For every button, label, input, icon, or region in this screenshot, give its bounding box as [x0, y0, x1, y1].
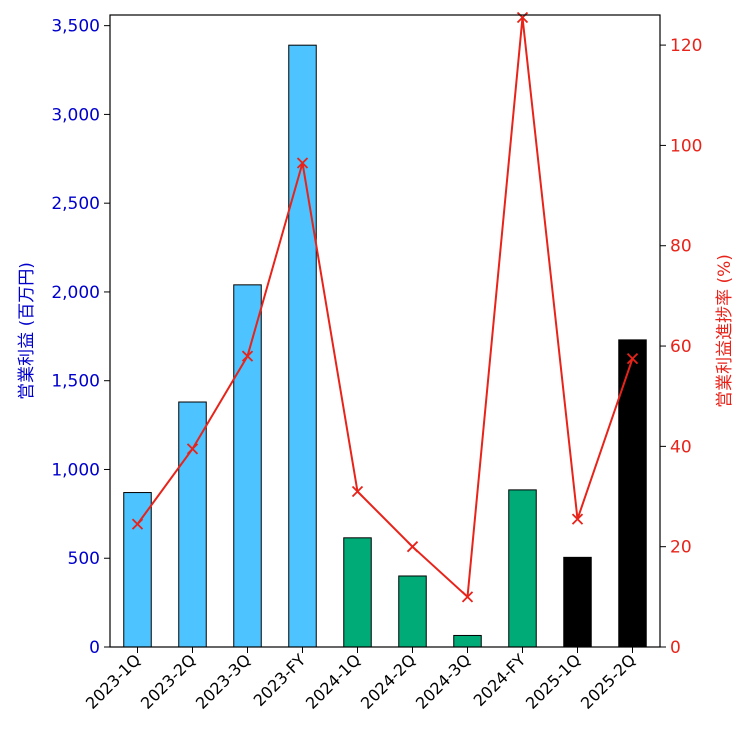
progress-marker-2025-1Q	[571, 513, 584, 525]
bar-2024-2Q	[398, 575, 427, 648]
x-tick-label: 2023-3Q	[192, 650, 254, 712]
left-tick-label: 2,500	[51, 194, 100, 214]
bar-2023-2Q	[178, 401, 207, 648]
right-axis-label: 営業利益進捗率 (%)	[715, 254, 735, 408]
right-axis-ticks: 0 20 40 60 80 100 120	[660, 36, 702, 658]
bar-2025-2Q	[618, 339, 647, 648]
progress-line	[136, 17, 634, 599]
progress-marker-2023-3Q	[241, 350, 254, 362]
bar-2023-3Q	[233, 284, 262, 648]
progress-marker-2024-FY	[516, 11, 529, 24]
right-tick-label: 40	[670, 437, 692, 457]
bars-group	[123, 44, 647, 648]
progress-line-group	[131, 11, 639, 603]
right-tick-label: 100	[670, 136, 702, 156]
bar-2025-1Q	[563, 556, 592, 648]
x-tick-label: 2023-1Q	[82, 650, 144, 712]
right-tick-label: 20	[670, 538, 692, 558]
bar-2023-1Q	[123, 492, 152, 648]
left-axis-ticks: 0 500 1,000 1,500 2,000 2,500 3,000 3,500	[51, 17, 110, 658]
bar-2023-FY	[288, 44, 317, 648]
bar-2024-1Q	[343, 537, 372, 648]
x-tick-label: 2025-1Q	[522, 650, 584, 712]
left-tick-label: 3,500	[51, 17, 100, 37]
x-tick-label: 2024-1Q	[302, 650, 364, 712]
right-tick-label: 120	[670, 36, 702, 56]
right-tick-label: 80	[670, 237, 692, 257]
left-tick-label: 1,500	[51, 372, 100, 392]
right-tick-label: 0	[670, 638, 681, 658]
progress-marker-2023-1Q	[131, 518, 144, 530]
progress-marker-2025-2Q	[626, 352, 639, 365]
bar-2024-3Q	[453, 634, 482, 648]
left-tick-label: 2,000	[51, 283, 100, 303]
x-tick-label: 2024-3Q	[412, 650, 474, 712]
right-tick-label: 60	[670, 337, 692, 357]
left-tick-label: 500	[68, 549, 100, 569]
left-tick-label: 0	[89, 638, 100, 658]
left-tick-label: 1,000	[51, 460, 100, 480]
left-tick-label: 3,000	[51, 105, 100, 125]
x-tick-label: 2024-FY	[470, 650, 530, 710]
progress-marker-2024-3Q	[461, 591, 474, 603]
bar-2024-FY	[508, 489, 537, 648]
plot-frame	[109, 14, 661, 648]
progress-marker-2023-2Q	[186, 443, 199, 455]
progress-marker-2024-2Q	[406, 541, 419, 553]
x-tick-label: 2023-FY	[250, 650, 310, 710]
progress-marker-2024-1Q	[351, 485, 364, 498]
progress-marker-2023-FY	[296, 157, 309, 169]
x-tick-label: 2024-2Q	[357, 650, 419, 712]
x-tick-label: 2023-2Q	[137, 650, 199, 712]
x-tick-label: 2025-2Q	[577, 650, 639, 712]
x-axis-ticks: 2023-1Q2023-2Q2023-3Q2023-FY2024-1Q2024-…	[82, 647, 639, 713]
left-axis-label: 営業利益 (百万円)	[17, 262, 37, 400]
